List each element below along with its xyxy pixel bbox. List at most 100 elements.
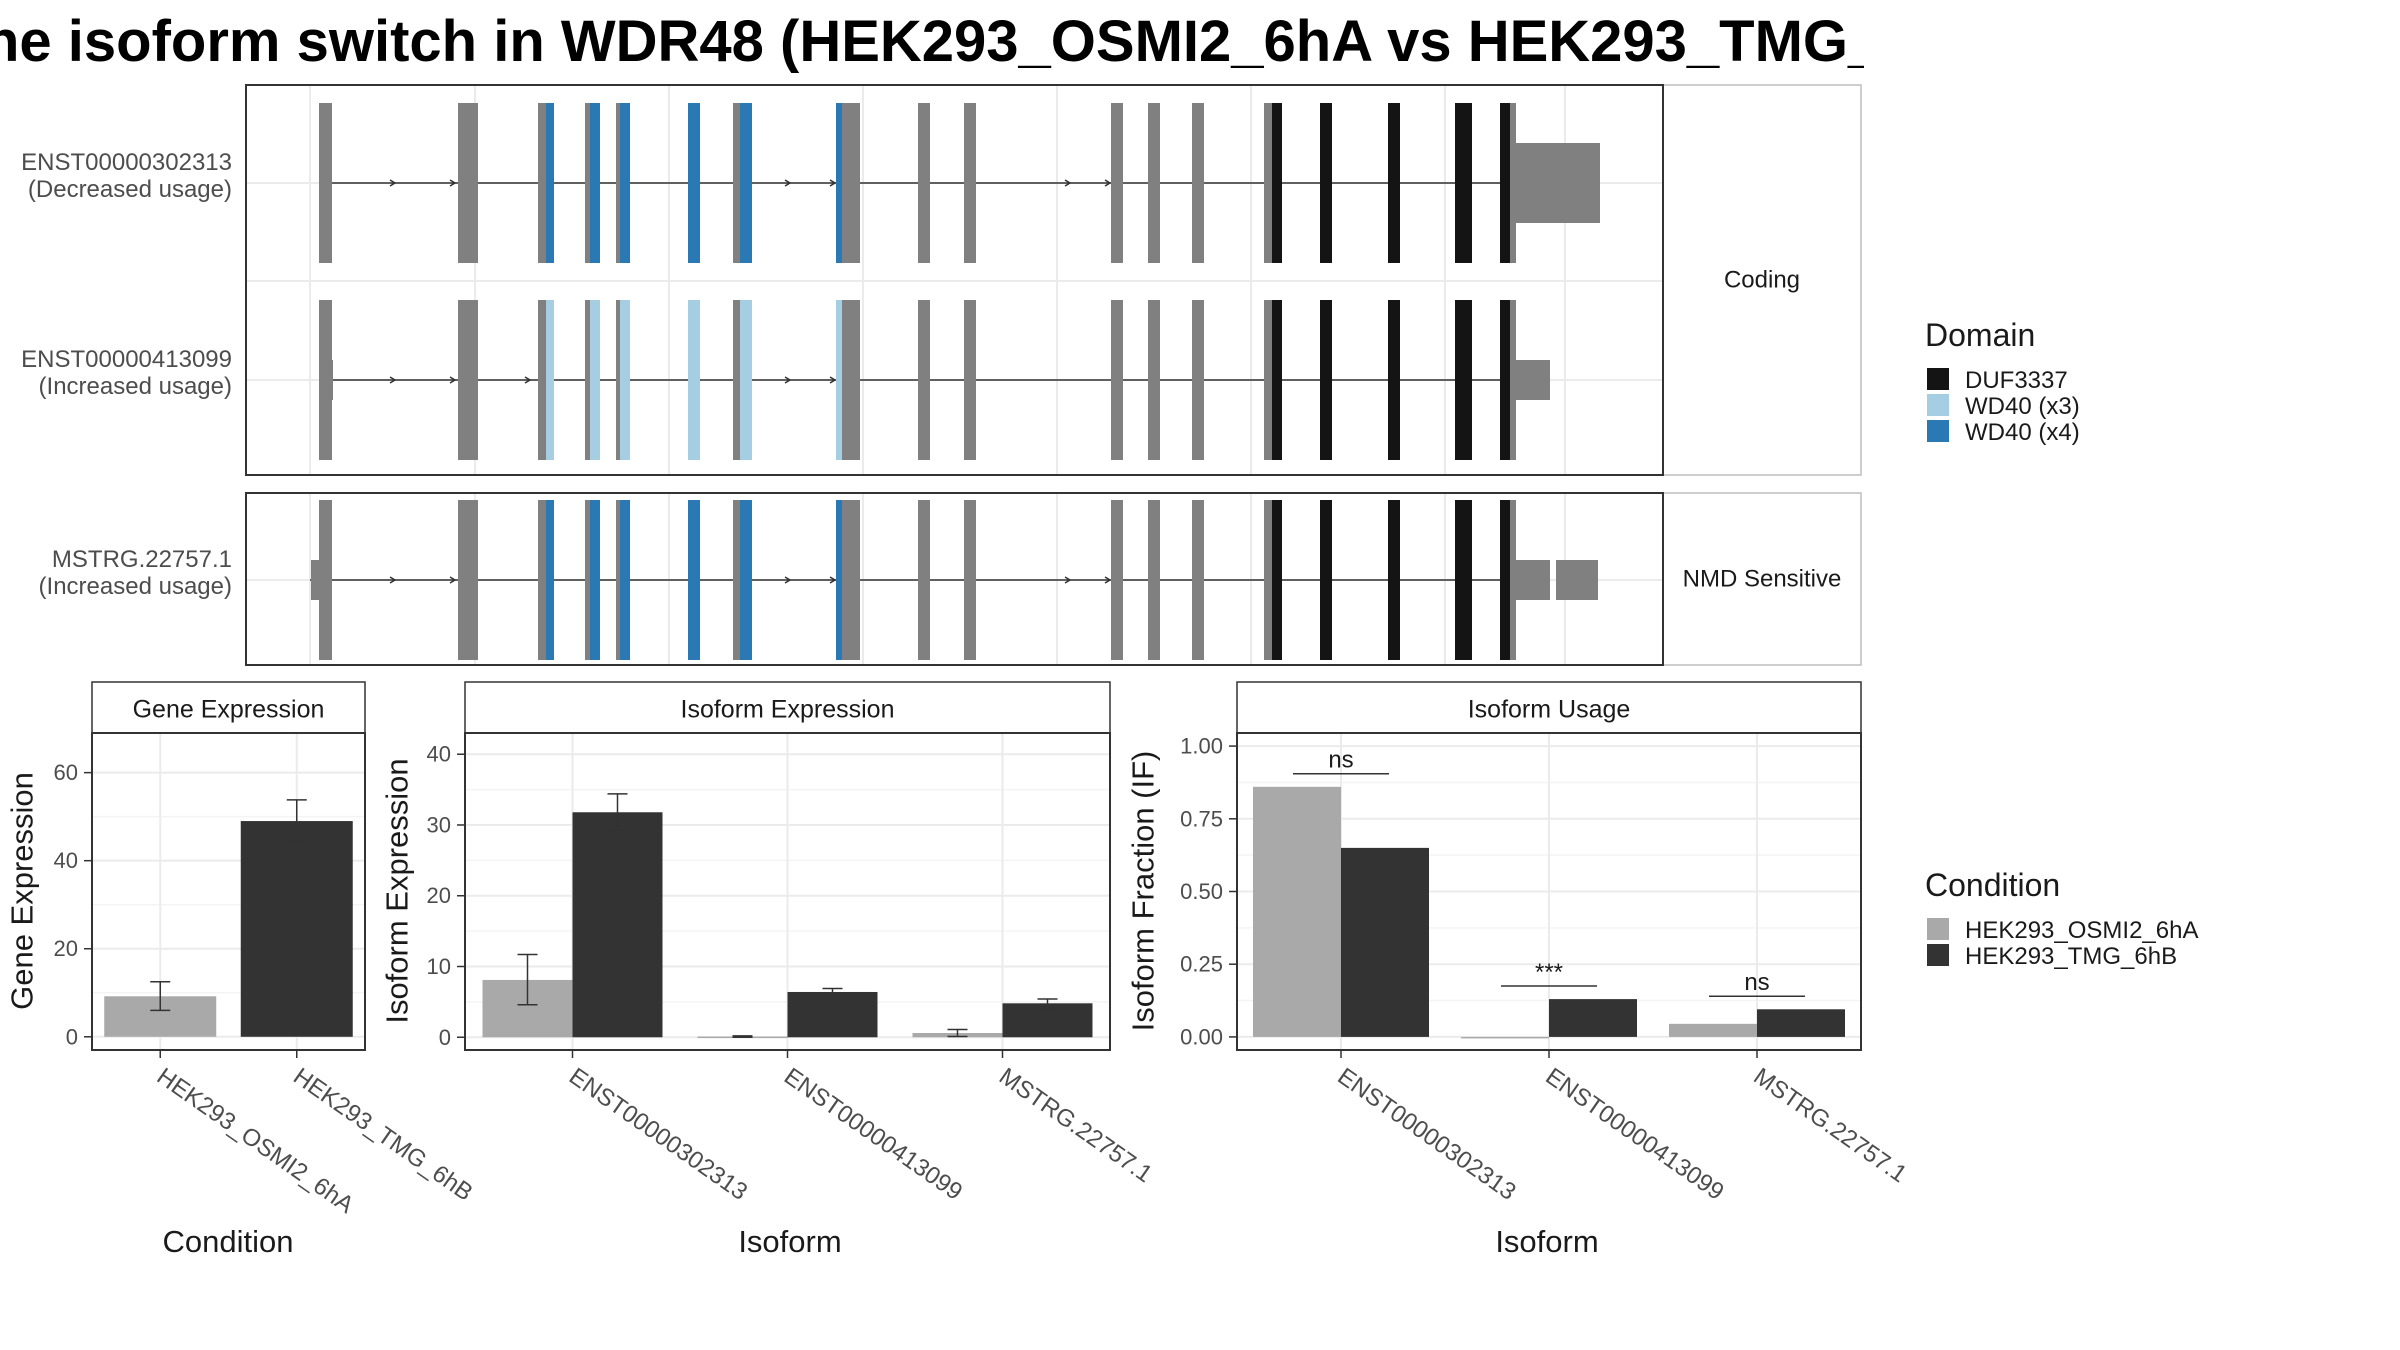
intron-direction-arrow: [449, 376, 457, 384]
y-tick-label: 30: [427, 812, 451, 837]
exon-wd40_x4: [620, 500, 630, 660]
y-tick-label: 40: [427, 742, 451, 767]
exon-utr: [458, 103, 478, 263]
y-axis-title: Isoform Fraction (IF): [1126, 751, 1161, 1032]
exon-utr: [585, 103, 590, 263]
utr-utr-block: [1516, 360, 1550, 400]
x-tick-label: ENST00000302313: [564, 1063, 752, 1206]
chart-panel-border: [91, 732, 366, 1051]
exon-utr: [733, 300, 740, 460]
transcript-panel-border: [245, 84, 1664, 476]
exon-utr: [1148, 300, 1160, 460]
exon-wd40_x4: [836, 103, 842, 263]
exon-duf3337: [1388, 300, 1400, 460]
bar-HEK293_TMG_6hB: [787, 991, 878, 1038]
exon-wd40_x4: [590, 500, 600, 660]
exon-utr: [918, 103, 930, 263]
bar-HEK293_TMG_6hB: [572, 812, 663, 1038]
exon-utr: [1192, 103, 1204, 263]
y-tick-label: 0.75: [1180, 806, 1223, 831]
chart-title: Gene Expression: [133, 696, 325, 724]
exon-wd40_x4: [836, 500, 842, 660]
exon-utr: [1148, 103, 1160, 263]
exon-duf3337: [1272, 300, 1282, 460]
figure-title: he isoform switch in WDR48 (HEK293_OSMI2…: [0, 9, 1864, 74]
exon-duf3337: [1455, 300, 1472, 460]
chart-title: Isoform Expression: [681, 696, 895, 724]
exon-utr: [319, 103, 332, 263]
exon-utr: [842, 103, 860, 263]
intron-direction-arrow: [1064, 576, 1072, 584]
y-tick-label: 20: [54, 936, 78, 961]
significance-label: ns: [1744, 969, 1769, 996]
exon-utr: [616, 300, 620, 460]
exon-utr: [458, 500, 478, 660]
exon-duf3337: [1272, 500, 1282, 660]
transcript-usage-label: (Increased usage): [39, 573, 232, 600]
facet-strip: [1662, 84, 1862, 476]
exon-wd40_x3: [836, 300, 842, 460]
intron-direction-arrow: [829, 376, 837, 384]
x-axis-title: Isoform: [1495, 1224, 1598, 1259]
exon-utr: [538, 300, 546, 460]
domain-legend-swatch: [1927, 394, 1949, 416]
exon-utr: [585, 500, 590, 660]
exon-duf3337: [1320, 300, 1332, 460]
x-tick-label: ENST00000413099: [1541, 1063, 1729, 1206]
utr-utr-block: [1556, 560, 1598, 600]
intron-direction-arrow: [784, 376, 792, 384]
facet-strip-label: Coding: [1724, 267, 1800, 294]
intron-direction-arrow: [524, 376, 532, 384]
exon-utr: [1111, 300, 1123, 460]
y-tick-label: 10: [427, 954, 451, 979]
exon-utr: [538, 500, 546, 660]
intron-direction-arrow: [449, 576, 457, 584]
condition-legend-title: Condition: [1925, 867, 2060, 903]
exon-utr: [1192, 500, 1204, 660]
significance-label: ***: [1535, 959, 1563, 986]
condition-legend-label: HEK293_TMG_6hB: [1965, 943, 2177, 970]
exon-wd40_x4: [740, 103, 752, 263]
y-tick-label: 20: [427, 883, 451, 908]
transcript-panel-border: [245, 492, 1664, 666]
exon-utr: [733, 103, 740, 263]
x-axis-title: Isoform: [738, 1224, 841, 1259]
exon-wd40_x4: [620, 103, 630, 263]
y-axis-title: Gene Expression: [5, 772, 40, 1010]
intron-direction-arrow: [829, 179, 837, 187]
transcript-id-label: MSTRG.22757.1: [52, 546, 232, 573]
exon-utr: [1264, 300, 1272, 460]
exon-utr: [733, 500, 740, 660]
intron-direction-arrow: [389, 179, 397, 187]
x-tick-label: MSTRG.22757.1: [1749, 1063, 1912, 1188]
exon-duf3337: [1500, 500, 1510, 660]
bar-HEK293_OSMI2_6hA: [1461, 1036, 1549, 1039]
intron-direction-arrow: [784, 576, 792, 584]
exon-utr: [918, 500, 930, 660]
exon-utr: [319, 500, 332, 660]
y-tick-label: 0.00: [1180, 1024, 1223, 1049]
bar-HEK293_OSMI2_6hA: [1253, 786, 1341, 1037]
facet-strip: [1662, 492, 1862, 666]
y-tick-label: 0: [66, 1024, 78, 1049]
significance-label: ns: [1328, 747, 1353, 774]
exon-utr: [585, 300, 590, 460]
domain-legend-swatch: [1927, 420, 1949, 442]
condition-legend-swatch: [1927, 918, 1949, 940]
exon-wd40_x4: [688, 103, 700, 263]
exon-utr: [1510, 300, 1516, 460]
transcript-id-label: ENST00000413099: [21, 346, 232, 373]
exon-utr: [964, 103, 976, 263]
bar-HEK293_TMG_6hB: [1549, 999, 1637, 1037]
exon-utr: [1111, 500, 1123, 660]
transcript-usage-label: (Decreased usage): [28, 176, 232, 203]
exon-duf3337: [1320, 500, 1332, 660]
exon-utr: [1264, 500, 1272, 660]
condition-legend-swatch: [1927, 944, 1949, 966]
intron-direction-arrow: [829, 576, 837, 584]
exon-duf3337: [1388, 103, 1400, 263]
bar-HEK293_TMG_6hB: [1341, 847, 1429, 1037]
exon-utr: [964, 500, 976, 660]
chart-strip: [464, 681, 1111, 734]
